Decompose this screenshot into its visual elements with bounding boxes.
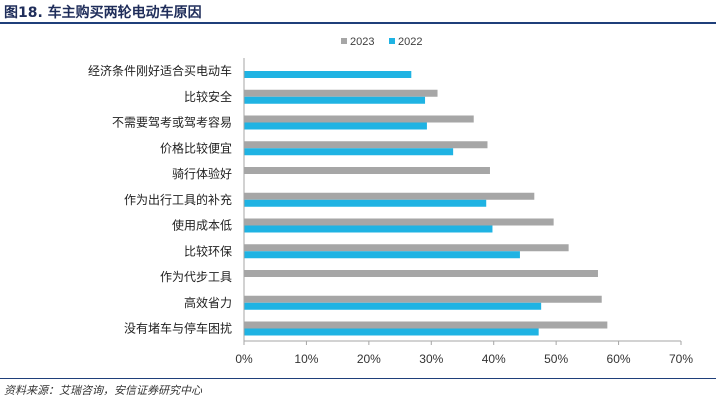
bar-2022 (244, 225, 493, 233)
category-label: 不需要驾考或驾考容易 (112, 115, 232, 130)
chart-legend: 2023 2022 (341, 36, 422, 48)
x-tick-label: 30% (419, 352, 443, 366)
bar-2023 (244, 270, 598, 277)
bar-2023 (244, 295, 602, 303)
bar-2023 (244, 244, 569, 252)
bar-2023 (244, 192, 535, 200)
x-tick-label: 0% (235, 352, 253, 366)
figure-title: 图18. 车主购买两轮电动车原因 (4, 5, 202, 21)
category-label: 比较安全 (184, 89, 232, 104)
category-label: 经济条件刚好适合买电动车 (88, 63, 232, 78)
legend-swatch-2023 (341, 38, 347, 44)
legend-label-2022: 2022 (398, 36, 422, 48)
category-label: 价格比较便宜 (160, 140, 232, 155)
source-note: 资料来源：艾瑞咨询，安信证券研究中心 (4, 384, 202, 397)
legend-swatch-2022 (389, 38, 395, 44)
x-tick-label: 70% (669, 352, 693, 366)
category-label: 没有堵车与停车困扰 (124, 321, 232, 336)
bar-2023 (244, 115, 474, 123)
bar-2022 (244, 122, 427, 130)
x-tick-label: 20% (357, 352, 381, 366)
chart-bars: 经济条件刚好适合买电动车比较安全不需要驾考或驾考容易价格比较便宜骑行体验好作为出… (88, 63, 608, 336)
bar-2023 (244, 321, 608, 329)
x-tick-label: 60% (607, 352, 631, 366)
x-tick-label: 50% (544, 352, 568, 366)
bar-2022 (244, 328, 539, 336)
x-tick-label: 40% (482, 352, 506, 366)
title-divider (0, 22, 716, 24)
chart-axis: 0% 10% 20% 30% 40% 50% 60% 70% (235, 58, 693, 366)
bar-2023 (244, 89, 438, 97)
source-divider (0, 378, 716, 379)
bar-2023 (244, 218, 554, 226)
x-tick-label: 10% (294, 352, 318, 366)
bar-2022 (244, 199, 487, 207)
bar-2022 (244, 251, 520, 259)
category-label: 作为代步工具 (160, 270, 232, 284)
bar-2022 (244, 148, 454, 156)
bar-2022 (244, 96, 426, 104)
bar-2023 (244, 167, 490, 174)
category-label: 使用成本低 (172, 218, 232, 233)
category-label: 作为出行工具的补充 (124, 192, 232, 207)
category-label: 比较环保 (184, 243, 232, 258)
category-label: 骑行体验好 (172, 166, 232, 181)
legend-label-2023: 2023 (350, 36, 374, 48)
category-label: 高效省力 (184, 295, 232, 310)
bar-2023 (244, 141, 488, 149)
bar-2022 (244, 302, 542, 310)
bar-2022 (244, 71, 412, 78)
